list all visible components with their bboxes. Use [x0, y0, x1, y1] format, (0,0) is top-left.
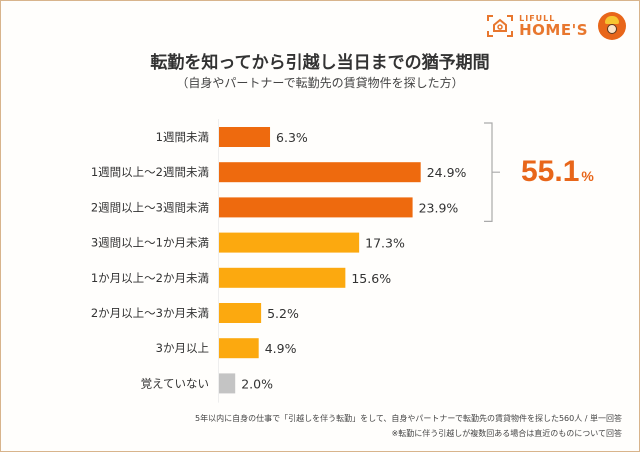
bar [219, 162, 421, 183]
value-label: 6.3% [276, 130, 308, 145]
value-label: 17.3% [365, 236, 405, 251]
mascot-icon [598, 12, 626, 40]
value-label: 23.9% [419, 200, 459, 215]
category-label: 2か月以上～3か月未満 [91, 306, 209, 320]
bar [219, 232, 360, 253]
group-total-value: 55.1 [521, 155, 580, 188]
value-label: 15.6% [351, 271, 391, 286]
category-label: 覚えていない [141, 376, 209, 390]
category-label: 3か月以上 [156, 341, 209, 355]
footnote-sample: 5年以内に自身の仕事で「引越しを伴う転勤」をして、自身やパートナーで転勤先の賃貸… [194, 414, 622, 423]
bar [219, 127, 271, 147]
brand-line1: LIFULL [519, 13, 556, 23]
value-label: 4.9% [265, 341, 297, 356]
brand-logo: LIFULL HOME'S [487, 6, 626, 46]
category-label: 3週間以上～1か月未満 [91, 236, 209, 250]
chart-subtitle: （自身やパートナーで転勤先の賃貸物件を探した方） [176, 76, 464, 90]
value-label: 2.0% [241, 376, 273, 391]
category-label: 1か月以上～2か月未満 [91, 271, 209, 285]
bar [219, 197, 413, 218]
bar [219, 267, 346, 288]
bar [219, 303, 262, 323]
brand-line2: HOME'S [519, 20, 588, 39]
chart-title: 転勤を知ってから引越し当日までの猶予期間 [150, 53, 490, 73]
value-label: 5.2% [267, 306, 299, 321]
group-total-annotation: 55.1% [521, 155, 594, 189]
category-label: 1週間以上～2週間未満 [91, 165, 209, 179]
group-bracket [484, 122, 500, 222]
bar [219, 338, 259, 359]
footnote-note: ※転勤に伴う引越しが複数回ある場合は直近のものについて回答 [391, 429, 622, 438]
bar [219, 373, 236, 394]
house-icon [487, 15, 514, 37]
category-label: 1週間未満 [156, 130, 209, 144]
category-label: 2週間以上～3週間未満 [91, 200, 209, 214]
group-total-unit: % [581, 168, 594, 184]
value-label: 24.9% [427, 165, 467, 180]
